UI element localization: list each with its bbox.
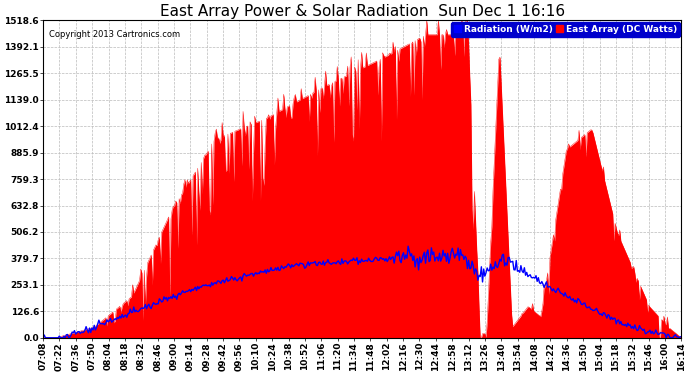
Title: East Array Power & Solar Radiation  Sun Dec 1 16:16: East Array Power & Solar Radiation Sun D… [159,4,565,19]
Text: Copyright 2013 Cartronics.com: Copyright 2013 Cartronics.com [50,30,181,39]
Legend: Radiation (W/m2), East Array (DC Watts): Radiation (W/m2), East Array (DC Watts) [451,22,680,36]
